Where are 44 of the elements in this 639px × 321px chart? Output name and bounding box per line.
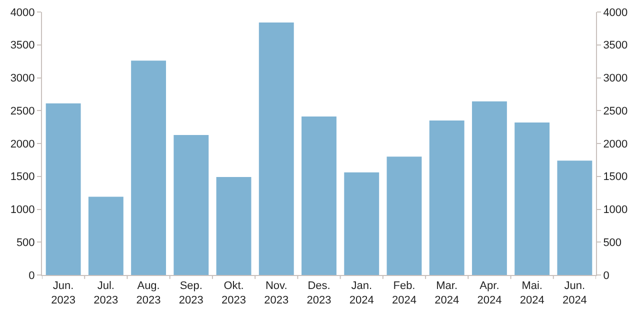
- bar: [514, 122, 550, 275]
- y-tick-label: 0: [28, 270, 35, 282]
- bar: [216, 177, 252, 275]
- y2-tick-label: 2500: [603, 105, 628, 118]
- x-tick-label: Aug. 2023: [136, 280, 161, 306]
- bar: [46, 103, 81, 275]
- y-tick-label: 3000: [10, 72, 35, 85]
- y2-tick-label: 1500: [603, 171, 628, 184]
- y2-tick-label: 500: [603, 236, 622, 249]
- x-tick-label: Jul. 2023: [94, 280, 118, 306]
- y-tick-label: 1500: [10, 171, 35, 184]
- x-tick-label: Apr. 2024: [477, 280, 502, 306]
- y-tick-label: 500: [16, 236, 35, 249]
- x-tick-label: Jun. 2023: [51, 280, 76, 306]
- bar: [174, 134, 209, 275]
- y-tick-label: 1000: [10, 204, 35, 216]
- bar: [472, 101, 507, 275]
- bar: [429, 120, 464, 275]
- y-tick-label: 2000: [10, 138, 35, 150]
- x-tick-label: Mai. 2024: [520, 280, 544, 306]
- x-tick-label: Jun. 2024: [562, 280, 587, 306]
- x-tick-label: Mar. 2024: [434, 280, 460, 306]
- bar: [258, 22, 294, 275]
- bar: [131, 60, 166, 275]
- y-tick-label: 3500: [10, 40, 35, 52]
- bar: [344, 172, 380, 275]
- x-tick-label: Jan. 2024: [349, 280, 374, 306]
- x-tick-label: Sep. 2023: [178, 280, 204, 306]
- bar: [386, 156, 422, 275]
- x-tick-label: Feb. 2024: [392, 280, 416, 306]
- y2-tick-label: 0: [603, 270, 610, 282]
- x-tick-label: Des. 2023: [306, 280, 332, 306]
- bar: [557, 160, 592, 275]
- y2-tick-label: 4000: [603, 6, 628, 19]
- y2-tick-label: 1000: [603, 204, 628, 216]
- y-tick-label: 2500: [10, 105, 35, 118]
- y2-tick-label: 3000: [603, 72, 628, 85]
- y2-tick-label: 2000: [603, 138, 628, 150]
- y2-tick-label: 3500: [603, 40, 628, 52]
- bar: [88, 196, 124, 275]
- x-tick-label: Nov. 2023: [264, 280, 289, 306]
- y-tick-label: 4000: [10, 6, 35, 19]
- bar: [302, 116, 336, 275]
- x-tick-label: Okt. 2023: [222, 280, 246, 306]
